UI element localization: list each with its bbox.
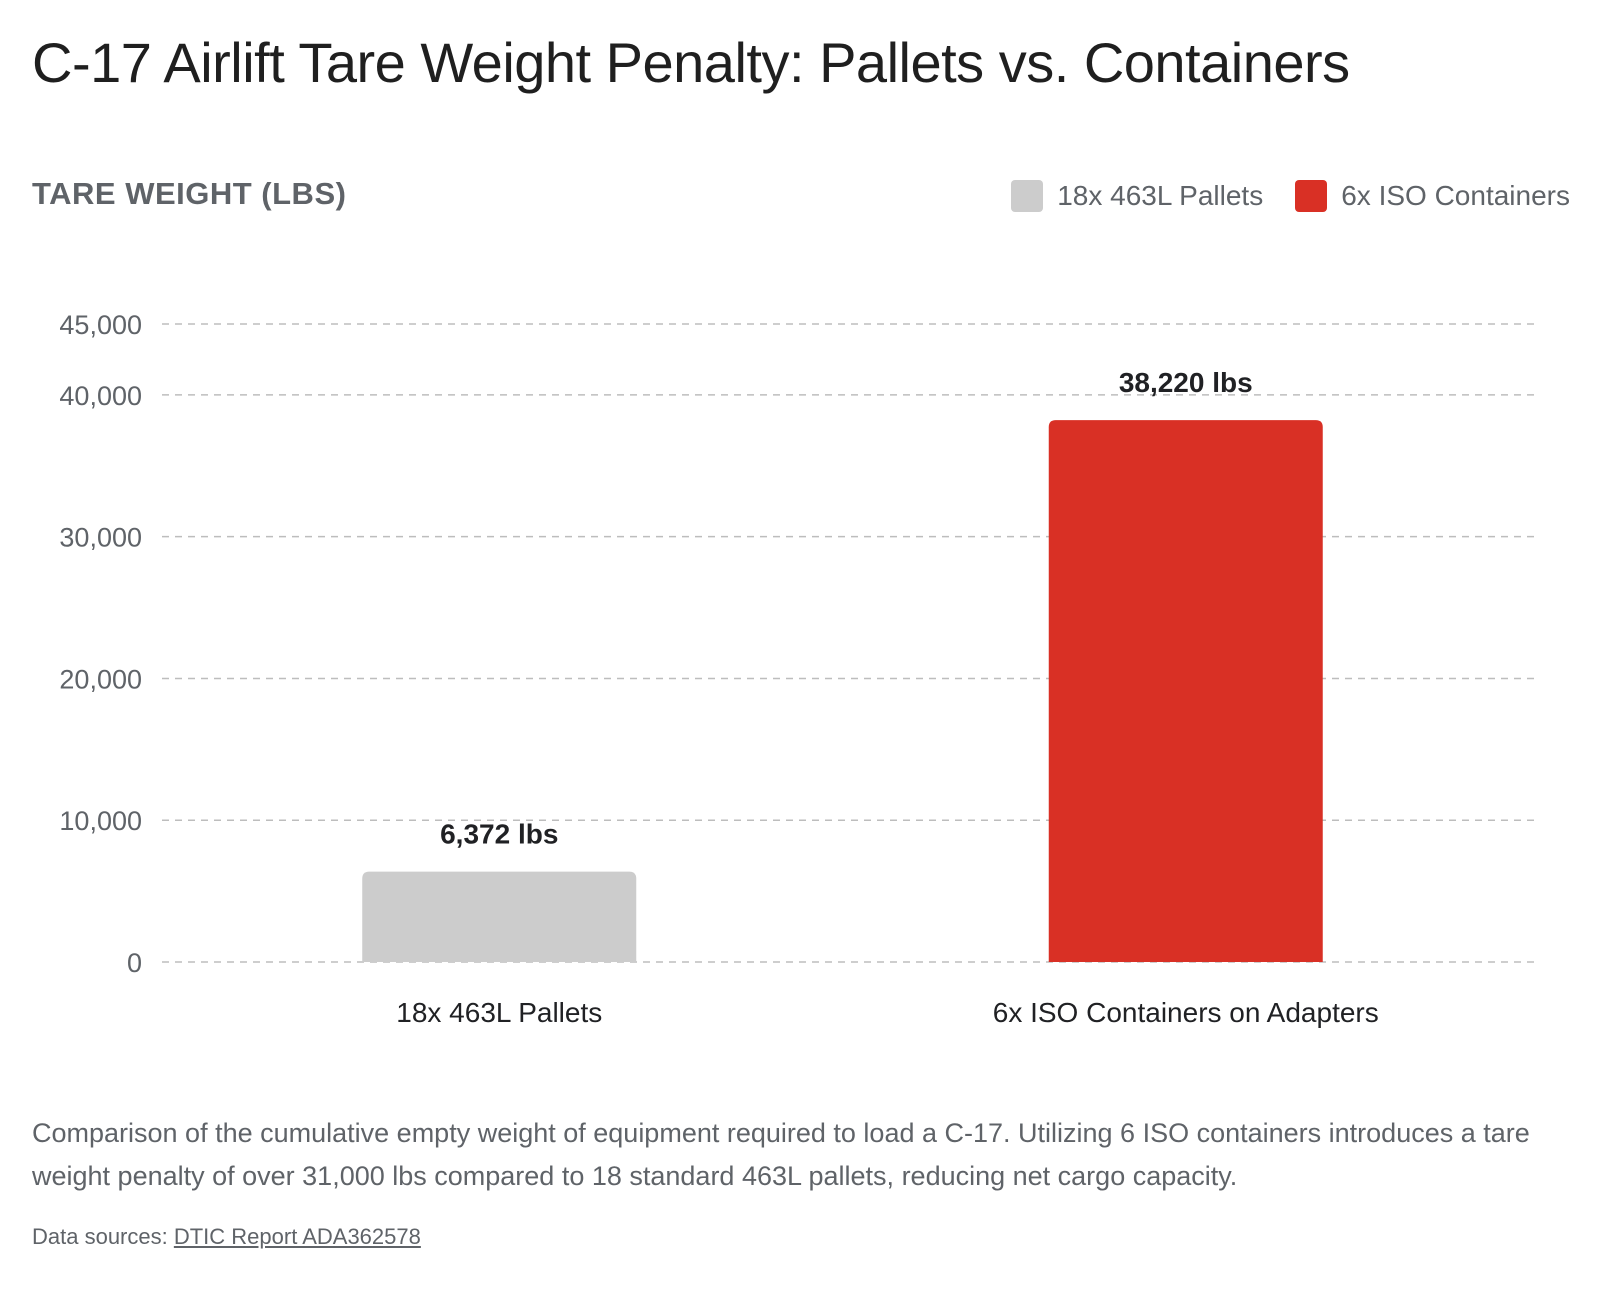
- bar: [1048, 420, 1323, 962]
- chart-title: C-17 Airlift Tare Weight Penalty: Pallet…: [32, 31, 1350, 94]
- y-tick-label: 0: [127, 948, 142, 978]
- chart-caption: Comparison of the cumulative empty weigh…: [32, 1118, 1530, 1191]
- legend-swatch-containers: [1295, 180, 1328, 212]
- bar-value-label: 38,220 lbs: [1119, 367, 1253, 398]
- bar-value-label: 6,372 lbs: [440, 819, 558, 850]
- x-tick-label: 18x 463L Pallets: [396, 997, 602, 1028]
- y-axis-label: TARE WEIGHT (LBS): [32, 176, 347, 211]
- legend-swatch-pallets: [1011, 180, 1044, 212]
- y-tick-label: 30,000: [59, 523, 142, 553]
- x-tick-label: 6x ISO Containers on Adapters: [993, 997, 1379, 1028]
- sources-prefix: Data sources:: [32, 1224, 174, 1249]
- y-tick-label: 45,000: [59, 310, 142, 340]
- legend-item-containers: 6x ISO Containers: [1295, 180, 1570, 212]
- y-tick-label: 10,000: [59, 806, 142, 836]
- legend-label-pallets: 18x 463L Pallets: [1057, 180, 1264, 211]
- legend: 18x 463L Pallets 6x ISO Containers: [1011, 180, 1570, 212]
- data-sources: Data sources: DTIC Report ADA362578: [32, 1224, 421, 1250]
- source-link[interactable]: DTIC Report ADA362578: [173, 1224, 421, 1249]
- y-tick-label: 40,000: [59, 381, 142, 411]
- legend-label-containers: 6x ISO Containers: [1341, 180, 1570, 211]
- y-tick-label: 20,000: [59, 664, 142, 694]
- bar: [362, 871, 637, 962]
- bar-chart: 0 10,000 20,000 30,000 40,000 45,000 6,372 lbs…: [59, 310, 1535, 1028]
- legend-item-pallets: 18x 463L Pallets: [1011, 180, 1263, 212]
